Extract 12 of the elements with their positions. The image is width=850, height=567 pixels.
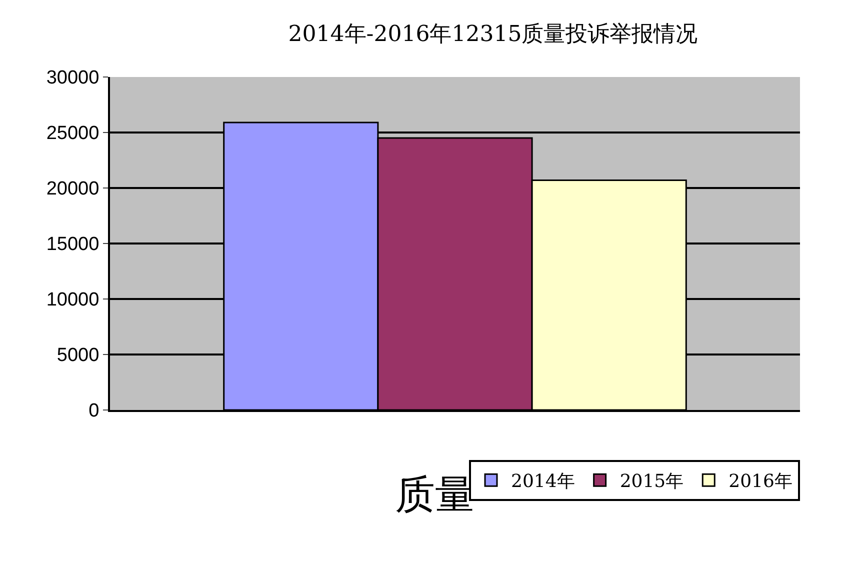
- y-tick-label: 20000: [46, 178, 100, 200]
- y-tick-label: 10000: [46, 290, 100, 311]
- chart-title: 2014年-2016年12315质量投诉举报情况: [288, 22, 698, 47]
- y-tick-label: 25000: [46, 123, 100, 144]
- y-tick-label: 0: [88, 400, 100, 422]
- x-tick-label: 质量: [395, 472, 475, 518]
- legend-label: 2015年: [620, 471, 684, 492]
- y-tick-label: 30000: [46, 68, 100, 89]
- y-tick-label: 15000: [46, 234, 100, 256]
- legend-label: 2016年: [728, 471, 792, 492]
- y-tick-label: 5000: [56, 345, 100, 366]
- legend-label: 2014年: [511, 471, 575, 492]
